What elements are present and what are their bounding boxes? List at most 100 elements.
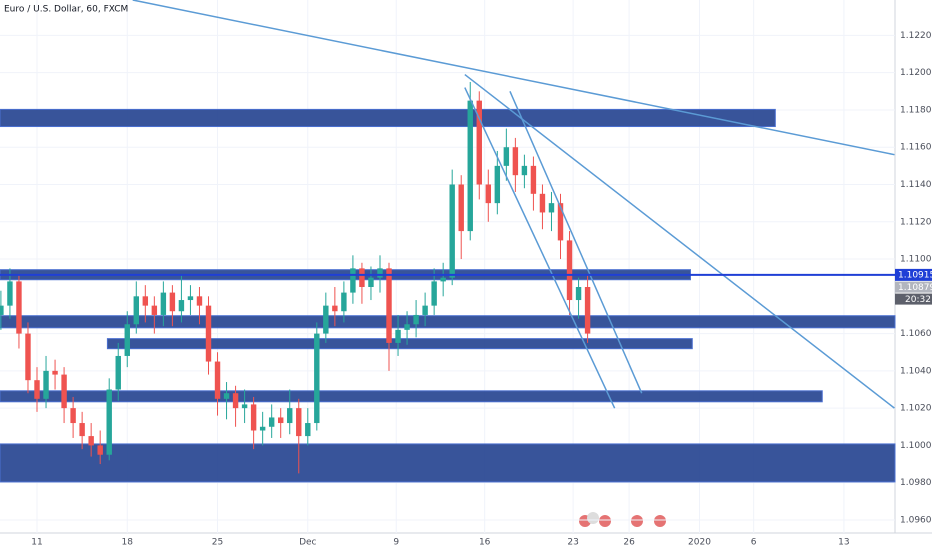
candle-body [277, 417, 284, 424]
candle-body [169, 292, 176, 312]
candle-body [503, 147, 510, 166]
candle-body [350, 268, 356, 293]
zone [0, 108, 776, 128]
candle-body [296, 408, 302, 437]
candles [0, 82, 591, 474]
x-tick-label: Dec [299, 538, 316, 548]
candle-body [34, 380, 40, 399]
candle-body [259, 426, 266, 431]
y-tick-label: 1.11400 [900, 180, 932, 190]
level-price-label: 1.10915 [898, 270, 932, 280]
y-tick-label: 1.12000 [900, 68, 932, 78]
candle-body [530, 165, 537, 194]
candle-body [61, 374, 67, 409]
candle-body [431, 281, 437, 306]
x-tick-label: 16 [479, 538, 491, 548]
zone [0, 315, 896, 329]
y-tick-label: 1.10200 [900, 404, 932, 414]
candle-body [250, 404, 257, 431]
candle-body [0, 305, 4, 315]
chart-title: Euro / U.S. Dollar, 60, FXCM [4, 5, 128, 15]
countdown-label: 20:32 [905, 295, 931, 305]
candle-body [151, 305, 158, 315]
candle-body [422, 305, 428, 315]
trendline [132, 0, 895, 156]
candle-body [368, 277, 374, 287]
candle-body [115, 355, 121, 390]
candle-body [106, 389, 112, 455]
candle-body [476, 100, 482, 185]
candle-body [88, 436, 94, 446]
x-tick-label: 18 [122, 538, 134, 548]
candle-body [142, 296, 149, 306]
x-tick-label: 6 [751, 538, 757, 548]
last-price-box [895, 281, 932, 293]
candle-body [241, 404, 248, 409]
candle-body [467, 100, 473, 232]
candle-body [214, 361, 221, 399]
y-tick-label: 1.10400 [900, 366, 932, 376]
candle-body [341, 292, 347, 312]
candle-body [160, 292, 167, 315]
y-tick-label: 1.12200 [900, 31, 932, 41]
candle-body [440, 277, 446, 282]
candle-body [413, 314, 419, 325]
candle-body [458, 184, 464, 232]
candle-body [70, 408, 76, 424]
candle-body [584, 287, 591, 334]
candle-body [287, 408, 293, 424]
zone [0, 443, 896, 483]
candle-body [512, 147, 519, 176]
candle-body [268, 417, 275, 427]
candle-body [395, 329, 401, 343]
candle-body [196, 296, 203, 306]
x-tick-label: 13 [838, 538, 849, 548]
x-tick-label: 9 [393, 538, 399, 548]
candle-body [548, 203, 555, 213]
y-tick-label: 1.11000 [900, 255, 932, 265]
candle-body [25, 333, 31, 381]
candle-body [557, 203, 564, 241]
y-tick-label: 1.11200 [900, 217, 932, 227]
candle-body [124, 324, 130, 356]
x-tick-label: 26 [623, 538, 635, 548]
candle-body [205, 305, 212, 362]
candle-body [314, 333, 320, 424]
event-icons [579, 512, 666, 527]
x-tick-label: 25 [212, 538, 223, 548]
zone [0, 390, 823, 403]
candle-body [386, 268, 392, 343]
candle-body [323, 305, 329, 334]
y-tick-label: 1.09600 [900, 515, 932, 525]
candle-body [404, 324, 410, 330]
candle-body [359, 268, 365, 287]
event-icon [587, 512, 599, 524]
candle-body [223, 393, 230, 399]
candle-body [16, 281, 22, 334]
candle-body [133, 296, 139, 325]
x-tick-label: 11 [31, 538, 42, 548]
countdown-box [895, 293, 932, 305]
last-price-label: 1.10879 [898, 283, 932, 293]
candle-body [232, 393, 239, 409]
y-tick-label: 1.09800 [900, 478, 932, 488]
candle-body [332, 305, 338, 312]
candle-body [494, 165, 501, 204]
candle-body [52, 370, 58, 375]
candle-body [449, 184, 455, 278]
candle-body [97, 445, 103, 455]
y-tick-label: 1.10600 [900, 329, 932, 339]
candle-body [485, 184, 492, 204]
candle-body [566, 240, 573, 301]
event-icon [654, 515, 666, 527]
event-icon [631, 515, 643, 527]
candle-body [575, 287, 582, 301]
x-tick-label: 23 [567, 538, 578, 548]
trendline [509, 91, 643, 394]
y-tick-label: 1.10000 [900, 441, 932, 451]
trendline [464, 87, 616, 409]
y-tick-label: 1.11600 [900, 143, 932, 153]
candle-body [305, 423, 311, 437]
x-tick-label: 2020 [688, 538, 711, 548]
